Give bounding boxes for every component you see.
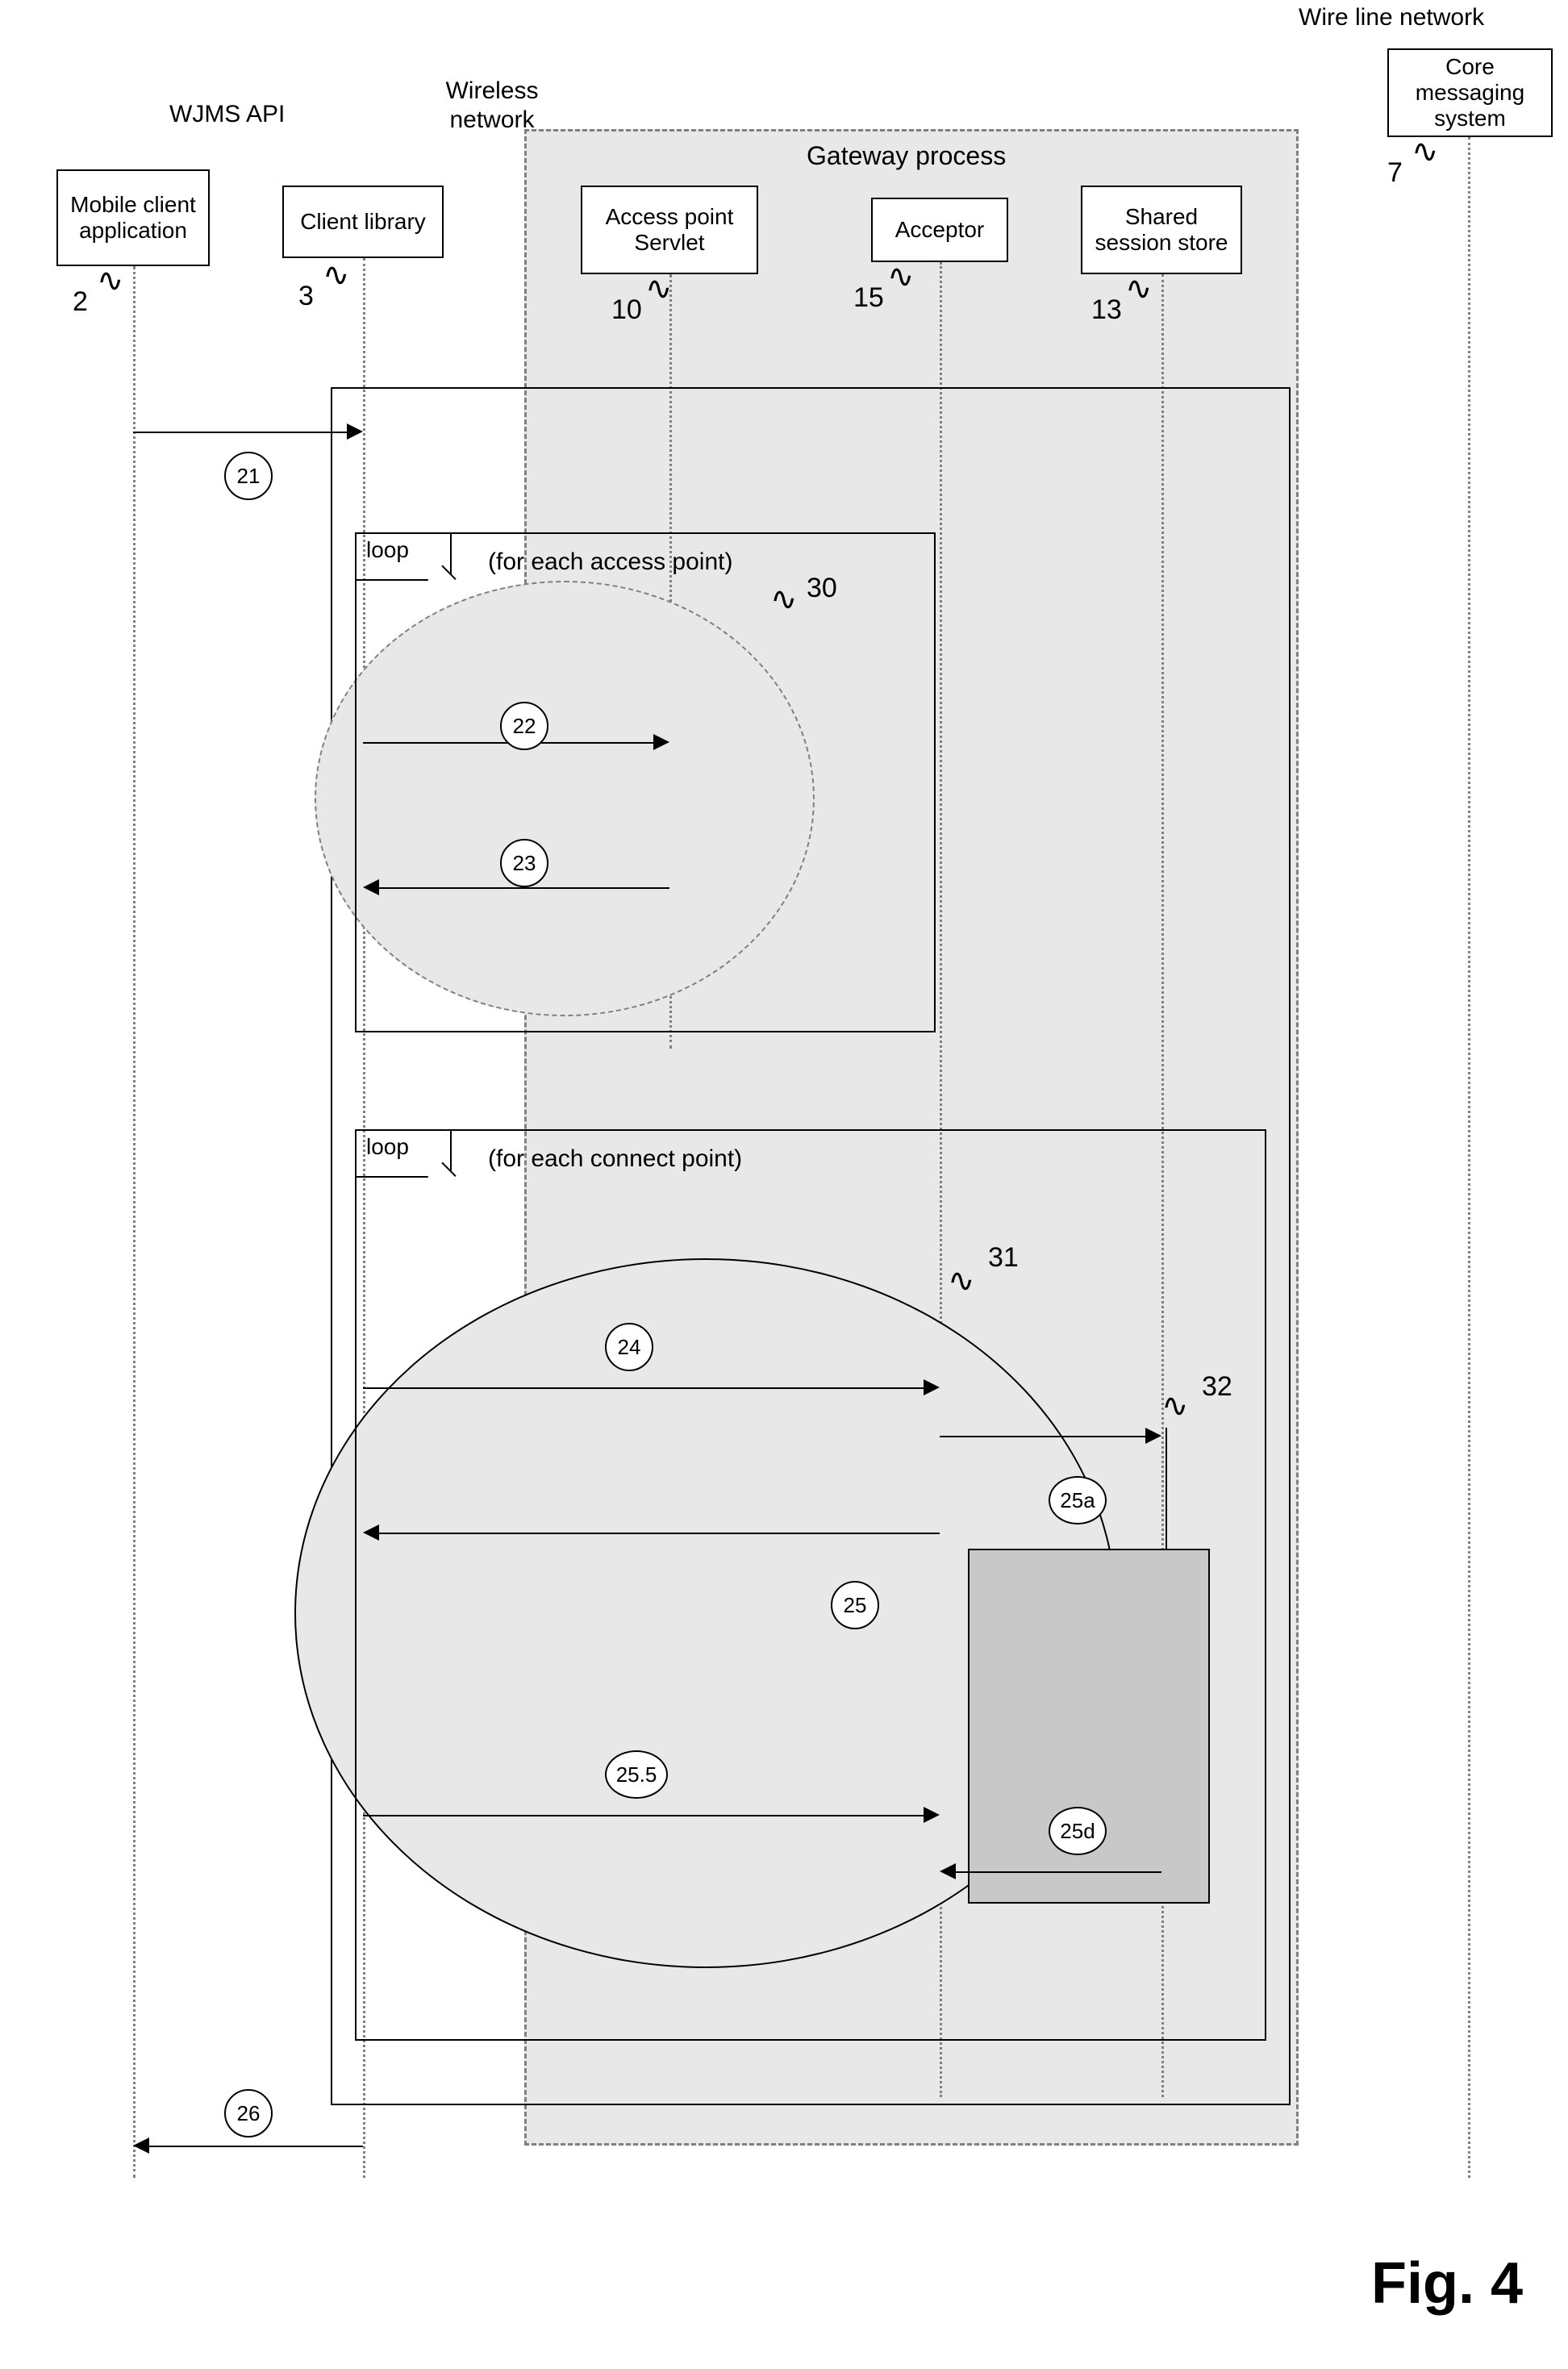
arrow-head-icon — [653, 734, 669, 750]
circle-25: 25 — [831, 1581, 879, 1629]
circle-25d: 25d — [1049, 1807, 1107, 1855]
squiggle-icon: ∿ — [887, 258, 915, 295]
squiggle-icon: ∿ — [1412, 133, 1439, 170]
access-point-servlet-text: Access point Servlet — [589, 204, 750, 256]
wjms-api-label: WJMS API — [169, 101, 285, 128]
shared-session-store-box: Shared session store — [1081, 186, 1242, 274]
squiggle-icon: ∿ — [323, 257, 350, 294]
arrow-21 — [133, 432, 347, 433]
diagram-canvas: WJMS API Wireless network Wire line netw… — [0, 0, 1568, 2369]
lifeline-core-messaging — [1468, 137, 1470, 2178]
mobile-client-text: Mobile client application — [65, 192, 202, 244]
for-each-connect-point-label: (for each connect point) — [488, 1145, 742, 1173]
circle-25-5: 25.5 — [605, 1750, 668, 1799]
arrow-25a — [940, 1436, 1145, 1437]
ref-15: 15 — [853, 282, 884, 314]
client-library-box: Client library — [282, 186, 444, 258]
arrow-head-icon — [347, 423, 363, 440]
shared-session-store-text: Shared session store — [1089, 204, 1234, 256]
arrow-head-icon — [1145, 1428, 1161, 1444]
loop-label-2: loop — [366, 1134, 409, 1159]
client-library-text: Client library — [300, 209, 426, 235]
loop-box-connect-point — [355, 1129, 1266, 2041]
arrow-head-icon — [133, 2138, 149, 2154]
core-messaging-text: Core messaging system — [1395, 54, 1545, 131]
loop-label: loop — [366, 537, 409, 562]
acceptor-text: Acceptor — [895, 217, 985, 243]
for-each-access-point-label: (for each access point) — [488, 548, 732, 576]
circle-23: 23 — [500, 839, 548, 887]
ref-7: 7 — [1387, 157, 1403, 189]
acceptor-box: Acceptor — [871, 198, 1008, 262]
circle-24: 24 — [605, 1323, 653, 1371]
loop-tab-2: loop — [355, 1129, 452, 1178]
arrow-25 — [379, 1533, 940, 1534]
arrow-head-icon — [924, 1807, 940, 1823]
arrow-head-icon — [940, 1863, 956, 1879]
arrow-23 — [379, 887, 669, 889]
loop-box-access-point — [355, 532, 936, 1032]
ref-13: 13 — [1091, 294, 1122, 326]
arrow-head-icon — [363, 879, 379, 895]
circle-26: 26 — [224, 2089, 273, 2138]
arrow-26 — [149, 2146, 363, 2147]
circle-25a: 25a — [1049, 1476, 1107, 1524]
figure-label: Fig. 4 — [1371, 2250, 1523, 2317]
mobile-client-box: Mobile client application — [56, 169, 210, 266]
circle-21: 21 — [224, 452, 273, 500]
arrow-25-5 — [363, 1815, 924, 1816]
core-messaging-box: Core messaging system — [1387, 48, 1553, 137]
squiggle-icon: ∿ — [645, 270, 673, 307]
arrow-head-icon — [363, 1524, 379, 1541]
squiggle-icon: ∿ — [1125, 270, 1153, 307]
ref-3: 3 — [298, 281, 314, 312]
lifeline-mobile-client — [133, 266, 136, 2178]
circle-22: 22 — [500, 702, 548, 750]
arrow-24 — [363, 1387, 924, 1389]
ref-2: 2 — [73, 286, 88, 318]
wireless-network-label: Wireless network — [444, 77, 540, 135]
arrow-25d — [956, 1871, 1161, 1873]
arrow-head-icon — [924, 1379, 940, 1395]
gateway-process-label: Gateway process — [807, 141, 1006, 171]
loop-tab-1: loop — [355, 532, 452, 581]
ref-10: 10 — [611, 294, 642, 326]
wire-line-network-label: Wire line network — [1299, 4, 1484, 31]
squiggle-icon: ∿ — [97, 262, 124, 299]
access-point-servlet-box: Access point Servlet — [581, 186, 758, 274]
